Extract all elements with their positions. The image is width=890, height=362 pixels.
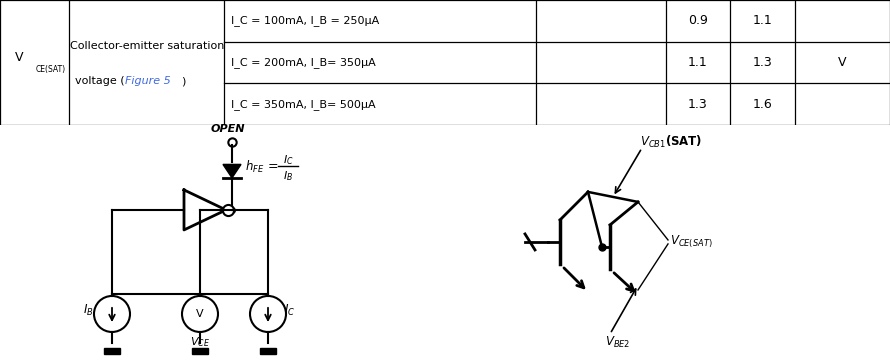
Text: voltage (: voltage ( [75, 76, 125, 86]
Text: $V_{CE(SAT)}$: $V_{CE(SAT)}$ [670, 234, 713, 250]
Text: I_C = 100mA, I_B = 250μA: I_C = 100mA, I_B = 250μA [231, 16, 380, 26]
Text: V: V [14, 51, 23, 64]
Polygon shape [223, 164, 241, 178]
Text: V: V [838, 56, 846, 69]
Text: 1.6: 1.6 [752, 98, 773, 111]
Text: I_C = 200mA, I_B= 350μA: I_C = 200mA, I_B= 350μA [231, 57, 376, 68]
Text: $V_{BE2}$: $V_{BE2}$ [605, 334, 630, 350]
Text: 1.3: 1.3 [752, 56, 773, 69]
Text: $I_C$: $I_C$ [285, 302, 295, 317]
Polygon shape [260, 348, 276, 354]
Text: Collector-emitter saturation: Collector-emitter saturation [69, 41, 224, 51]
Text: $V_{CE}$: $V_{CE}$ [190, 335, 210, 349]
Text: $I_B$: $I_B$ [283, 169, 293, 183]
Text: I_C = 350mA, I_B= 500μA: I_C = 350mA, I_B= 500μA [231, 99, 376, 110]
Text: 0.9: 0.9 [688, 14, 708, 28]
Text: 1.1: 1.1 [688, 56, 708, 69]
Text: 1.3: 1.3 [688, 98, 708, 111]
Polygon shape [192, 348, 208, 354]
Text: $h_{FE}$: $h_{FE}$ [245, 159, 264, 175]
Text: V: V [196, 309, 204, 319]
Text: $I_B$: $I_B$ [83, 302, 93, 317]
Text: Figure 5: Figure 5 [125, 76, 170, 86]
Text: OPEN: OPEN [211, 124, 246, 134]
Text: $V_{CB1}$(SAT): $V_{CB1}$(SAT) [640, 134, 702, 150]
Text: ): ) [181, 76, 185, 86]
Text: CE(SAT): CE(SAT) [36, 66, 66, 75]
Polygon shape [104, 348, 120, 354]
Text: 1.1: 1.1 [752, 14, 773, 28]
Text: $I_C$: $I_C$ [283, 153, 294, 167]
Text: =: = [268, 160, 279, 173]
